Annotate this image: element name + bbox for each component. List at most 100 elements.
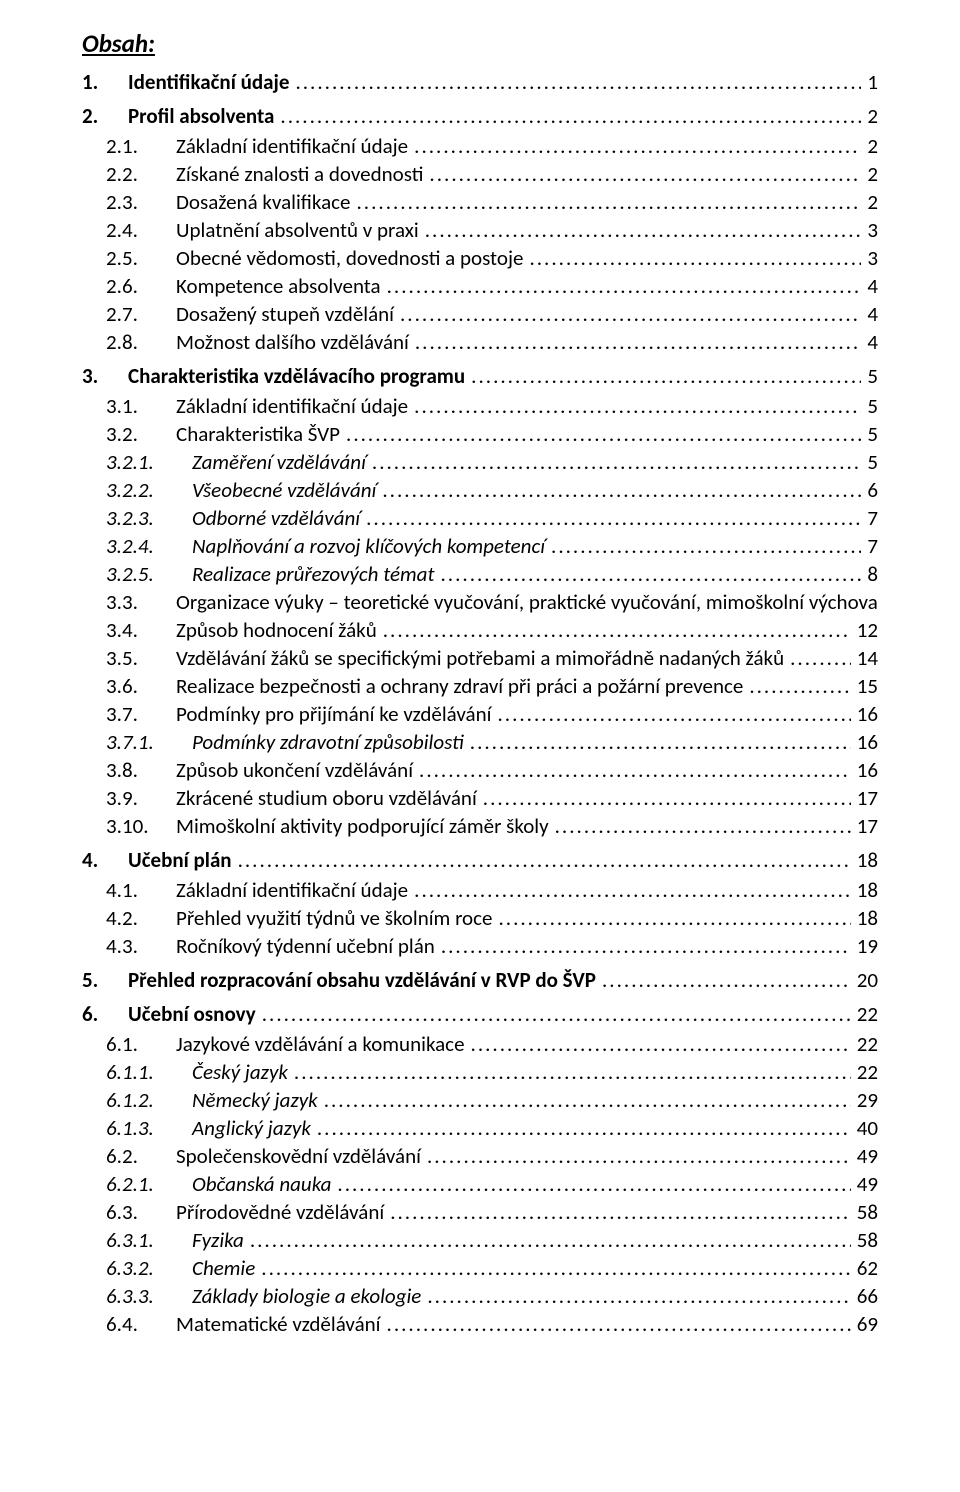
toc-entry-number: 3.2. (106, 421, 176, 447)
toc-entry-label: Získané znalosti a dovednosti (176, 161, 429, 187)
toc-entry-page: 4 (861, 273, 878, 299)
toc-entry-number: 2.8. (106, 329, 176, 355)
toc-leader-dots (551, 533, 861, 559)
toc-entry: 6.4.Matematické vzdělávání69 (82, 1311, 878, 1337)
toc-entry-label: Společenskovědní vzdělávání (176, 1143, 427, 1169)
toc-entry-page: 5 (861, 421, 878, 447)
toc-entry-page: 58 (851, 1199, 878, 1225)
toc-entry-page: 14 (851, 645, 878, 671)
toc-entry: 6.1.2.Německý jazyk29 (82, 1087, 878, 1113)
toc-entry-page: 58 (851, 1227, 878, 1253)
toc-leader-dots (238, 847, 851, 873)
toc-entry-page: 18 (851, 877, 878, 903)
toc-leader-dots (346, 421, 861, 447)
toc-entry-number: 3.2.4. (106, 533, 192, 559)
toc-entry: 3.2.4.Naplňování a rozvoj klíčových komp… (82, 533, 878, 559)
toc-entry-label: Profil absolventa (128, 103, 280, 129)
toc-leader-dots (324, 1087, 851, 1113)
toc-entry-number: 4. (82, 847, 128, 873)
toc-entry-number: 3.2.3. (106, 505, 192, 531)
toc-leader-dots (425, 217, 862, 243)
toc-entry-number: 2.6. (106, 273, 176, 299)
toc-entry-number: 4.2. (106, 905, 176, 931)
toc-entry-page: 49 (851, 1143, 878, 1169)
toc-entry-label: Realizace průřezových témat (192, 561, 440, 587)
toc-entry-number: 6.2. (106, 1143, 176, 1169)
toc-entry-label: Uplatnění absolventů v praxi (176, 217, 425, 243)
toc-entry-number: 5. (82, 967, 128, 993)
toc-entry-label: Způsob hodnocení žáků (176, 617, 383, 643)
toc-leader-dots (471, 1031, 851, 1057)
toc-leader-dots (317, 1115, 851, 1141)
toc-entry: 5.Přehled rozpracování obsahu vzdělávání… (82, 967, 878, 993)
toc-entry-label: Charakteristika vzdělávacího programu (128, 363, 471, 389)
toc-entry-number: 3.2.1. (106, 449, 192, 475)
toc-entry: 2.2.Získané znalosti a dovednosti2 (82, 161, 878, 187)
toc-entry: 2.1.Základní identifikační údaje2 (82, 133, 878, 159)
toc-entry: 3.2.5.Realizace průřezových témat8 (82, 561, 878, 587)
toc-entry-page: 66 (851, 1283, 878, 1309)
toc-entry-page: 29 (851, 1087, 878, 1113)
toc-entry-number: 3.7. (106, 701, 176, 727)
toc-entry-label: Přehled rozpracování obsahu vzdělávání v… (128, 967, 602, 993)
toc-entry-page: 2 (861, 133, 878, 159)
toc-entry-page: 22 (851, 1031, 878, 1057)
toc-entry-number: 2.4. (106, 217, 176, 243)
toc-leader-dots (471, 363, 861, 389)
toc-entry-page: 49 (851, 1171, 878, 1197)
toc-entry-page: 5 (861, 363, 878, 389)
toc-entry-label: Přehled využití týdnů ve školním roce (176, 905, 498, 931)
toc-entry-label: Přírodovědné vzdělávání (176, 1199, 390, 1225)
toc-entry-label: Zaměření vzdělávání (192, 449, 372, 475)
toc-entry-number: 3.4. (106, 617, 176, 643)
toc-entry: 3.2.1.Zaměření vzdělávání5 (82, 449, 878, 475)
toc-entry-label: Dosažený stupeň vzdělání (176, 301, 400, 327)
toc-entry-number: 3.9. (106, 785, 176, 811)
toc-entry-number: 1. (82, 69, 128, 95)
toc-leader-dots (529, 245, 861, 271)
toc-entry-label: Podmínky zdravotní způsobilosti (192, 729, 470, 755)
toc-entry-number: 4.1. (106, 877, 176, 903)
toc-leader-dots (414, 877, 851, 903)
toc-leader-dots (357, 189, 862, 215)
toc-entry-label: Učební plán (128, 847, 238, 873)
toc-entry-page: 18 (851, 905, 878, 931)
toc-entry-label: Německý jazyk (192, 1087, 324, 1113)
toc-leader-dots (470, 729, 851, 755)
toc-entry-label: Český jazyk (192, 1059, 294, 1085)
toc-entry: 3.2.Charakteristika ŠVP5 (82, 421, 878, 447)
toc-leader-dots (294, 1059, 851, 1085)
toc-leader-dots (337, 1171, 850, 1197)
toc-entry-label: Zkrácené studium oboru vzdělávání (176, 785, 483, 811)
toc-entry-page: 8 (861, 561, 878, 587)
toc-entry-page: 20 (851, 967, 878, 993)
toc-entry-page: 12 (851, 617, 878, 643)
toc-list: 1.Identifikační údaje12.Profil absolvent… (82, 69, 878, 1337)
toc-entry: 6.3.2.Chemie62 (82, 1255, 878, 1281)
toc-entry: 6.3.3.Základy biologie a ekologie66 (82, 1283, 878, 1309)
toc-leader-dots (483, 785, 851, 811)
toc-leader-dots (400, 301, 861, 327)
toc-leader-dots (387, 273, 862, 299)
toc-entry-page: 16 (851, 757, 878, 783)
toc-entry: 4.3.Ročníkový týdenní učební plán19 (82, 933, 878, 959)
toc-leader-dots (382, 477, 861, 503)
toc-entry-page: 22 (851, 1059, 878, 1085)
toc-entry-label: Chemie (192, 1255, 261, 1281)
page: Obsah: 1.Identifikační údaje12.Profil ab… (0, 0, 960, 1379)
toc-leader-dots (427, 1143, 851, 1169)
toc-entry: 6.1.3.Anglický jazyk40 (82, 1115, 878, 1141)
toc-entry: 2.6.Kompetence absolventa4 (82, 273, 878, 299)
toc-leader-dots (749, 673, 850, 699)
toc-entry-label: Učební osnovy (128, 1001, 262, 1027)
toc-entry-page: 18 (851, 847, 878, 873)
toc-entry-label: Základní identifikační údaje (176, 133, 414, 159)
toc-leader-dots (387, 1311, 851, 1337)
toc-entry: 3.1.Základní identifikační údaje5 (82, 393, 878, 419)
toc-entry-number: 6.3.2. (106, 1255, 192, 1281)
toc-entry: 3.5.Vzdělávání žáků se specifickými potř… (82, 645, 878, 671)
toc-leader-dots (280, 103, 861, 129)
toc-leader-dots (419, 757, 851, 783)
toc-entry: 6.1.1.Český jazyk22 (82, 1059, 878, 1085)
toc-entry-label: Základy biologie a ekologie (192, 1283, 427, 1309)
